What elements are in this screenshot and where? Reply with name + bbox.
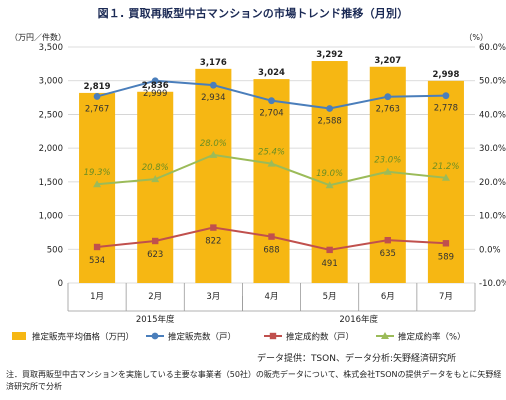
marker-triangle: [151, 175, 160, 183]
marker-triangle: [93, 180, 102, 188]
marker-circle: [442, 92, 450, 100]
left-tick-label: 0: [58, 279, 63, 289]
deals-count-label: 688: [263, 246, 279, 256]
bar: [195, 68, 232, 283]
sales-count-label: 2,763: [376, 105, 400, 115]
rate-label: 20.8%: [142, 163, 169, 173]
right-tick-label: 40.0%: [479, 110, 506, 120]
bar: [253, 79, 290, 283]
bar: [311, 61, 348, 283]
bar: [79, 92, 116, 283]
right-tick-label: 0.0%: [479, 245, 501, 255]
legend-label: 推定販売平均価格（万円）: [32, 332, 134, 343]
marker-square: [326, 246, 333, 254]
legend-label: 推定成約率（%）: [398, 332, 466, 343]
right-tick-label: 20.0%: [479, 178, 506, 188]
right-tick-label: 30.0%: [479, 144, 506, 154]
deals-count-label: 491: [322, 259, 338, 269]
left-axis-unit: （万円／件数）: [10, 32, 66, 42]
bar-value-label: 3,292: [316, 50, 343, 60]
marker-circle: [93, 93, 101, 100]
bar: [427, 80, 464, 283]
right-axis-unit: （%）: [464, 33, 488, 42]
marker-triangle: [441, 173, 450, 181]
deals-count-label: 534: [89, 256, 105, 266]
marker-square: [442, 240, 450, 247]
category-label: 6月: [381, 292, 395, 302]
marker-circle: [151, 332, 159, 340]
marker-triangle: [209, 150, 218, 158]
category-label: 7月: [439, 292, 453, 302]
sales-count-label: 2,999: [143, 89, 167, 99]
legend-label: 推定成約数（戸）: [286, 332, 354, 343]
marker-circle: [326, 105, 334, 112]
marker-triangle: [267, 159, 276, 167]
chart-title: 図１. 買取再販型中古マンションの市場トレンド推移（月別）: [97, 7, 409, 20]
category-label: 1月: [90, 292, 104, 302]
marker-triangle: [381, 332, 389, 339]
marker-triangle: [325, 181, 334, 189]
left-tick-label: 2,500: [39, 110, 63, 120]
left-tick-label: 1,500: [39, 178, 63, 188]
marker-circle: [151, 77, 159, 85]
sales-count-label: 2,588: [317, 116, 341, 126]
bar-value-label: 3,207: [374, 56, 401, 66]
deals-count-label: 635: [380, 249, 396, 259]
right-tick-label: 10.0%: [479, 212, 506, 222]
marker-circle: [268, 97, 275, 105]
deals-count-label: 623: [147, 250, 163, 260]
right-tick-label: -10.0%: [479, 279, 506, 289]
left-tick-label: 3,000: [39, 77, 63, 87]
sales-count-label: 2,778: [434, 104, 458, 114]
left-tick-label: 500: [47, 245, 63, 255]
sales-count-label: 2,767: [85, 104, 109, 114]
footnote: 注．買取再販型中古マンションを実施している主要な事業者（50社）の販売データにつ…: [6, 370, 502, 391]
left-tick-label: 2,000: [39, 144, 63, 154]
rate-label: 25.4%: [258, 148, 285, 158]
left-tick-label: 3,500: [39, 43, 63, 53]
category-label: 2月: [148, 292, 162, 302]
deals-count-label: 589: [438, 252, 454, 262]
bar-value-label: 2,836: [142, 81, 169, 91]
right-tick-label: 50.0%: [479, 77, 506, 87]
marker-square: [269, 332, 277, 340]
marker-square: [152, 237, 159, 245]
right-tick-label: 60.0%: [479, 43, 506, 53]
legend-swatch-bar: [12, 332, 26, 340]
data-source: データ提供：TSON、データ分析:矢野経済研究所: [256, 354, 456, 364]
bar: [137, 91, 174, 283]
rate-label: 19.0%: [316, 169, 343, 179]
category-label: 4月: [265, 292, 279, 302]
deals-count-label: 822: [205, 237, 221, 247]
bar-value-label: 3,176: [200, 58, 227, 68]
legend-label: 推定販売数（戸）: [168, 332, 236, 343]
marker-square: [210, 224, 217, 231]
year-label: 2015年度: [136, 314, 175, 325]
left-tick-label: 1,000: [39, 212, 63, 222]
marker-triangle: [383, 167, 392, 175]
sales-count-label: 2,934: [201, 93, 225, 103]
category-label: 3月: [206, 292, 220, 302]
sales-count-label: 2,704: [259, 109, 283, 119]
rate-label: 28.0%: [200, 139, 227, 149]
rate-label: 21.2%: [432, 162, 459, 172]
marker-square: [384, 236, 391, 244]
rate-label: 23.0%: [374, 156, 401, 166]
bar-value-label: 3,024: [258, 68, 285, 78]
year-label: 2016年度: [339, 314, 378, 325]
category-label: 5月: [323, 292, 337, 302]
marker-square: [268, 233, 275, 240]
bar-value-label: 2,998: [432, 70, 459, 80]
marker-circle: [384, 93, 392, 101]
chart-svg: （万円／件数） （%） 0 -10.0% 500 0.0% 1,000 10.0% 1,500 2…: [10, 32, 506, 343]
marker-square: [93, 243, 101, 251]
rate-label: 19.3%: [84, 168, 111, 178]
marker-circle: [209, 81, 217, 89]
bar-value-label: 2,819: [84, 82, 111, 92]
